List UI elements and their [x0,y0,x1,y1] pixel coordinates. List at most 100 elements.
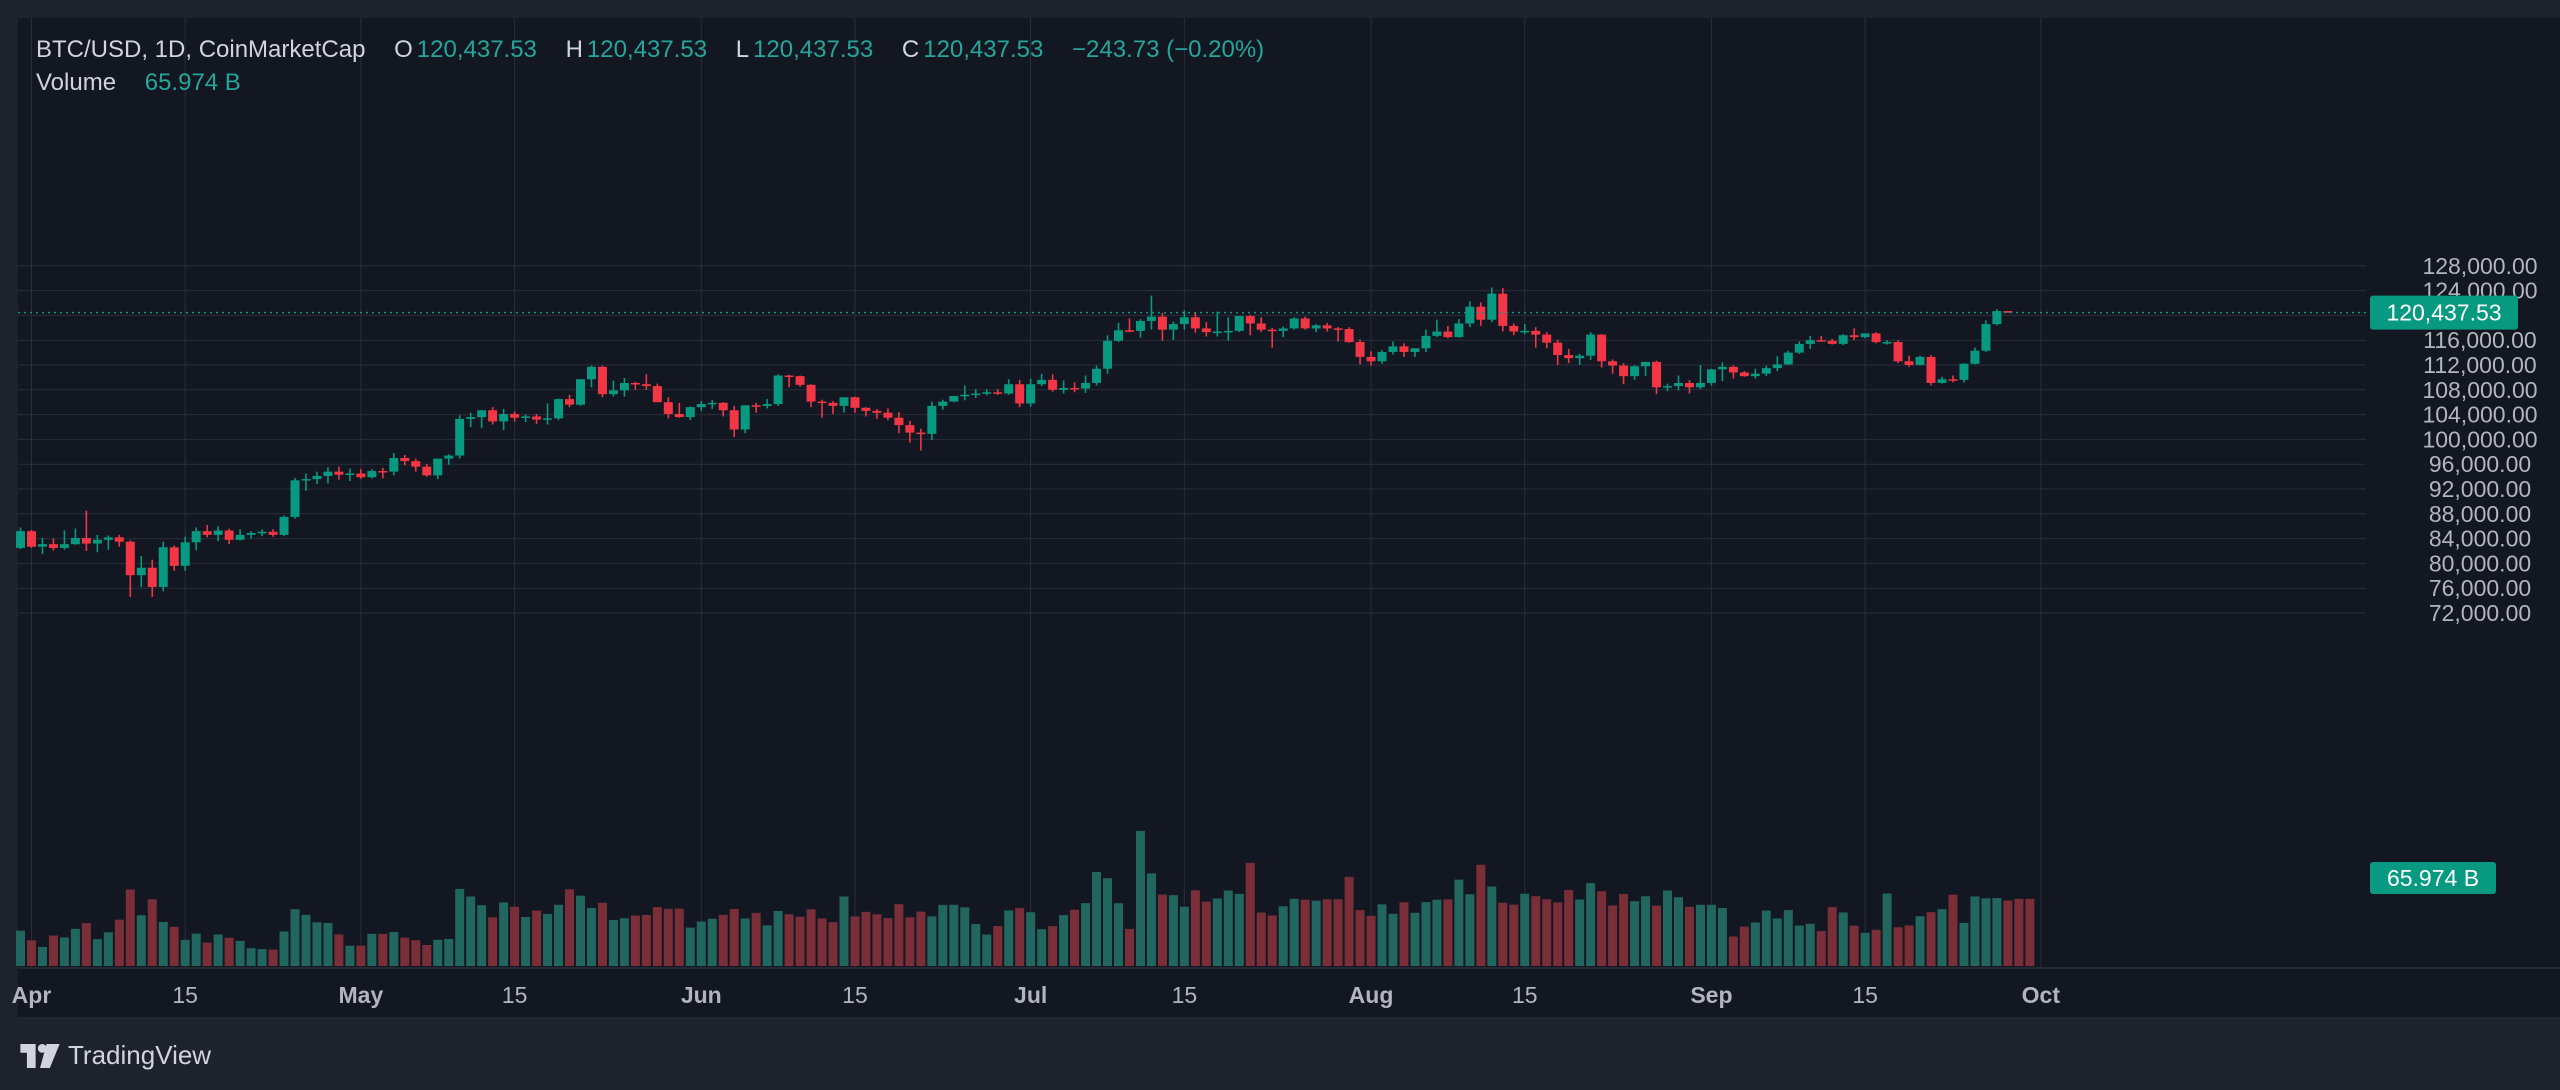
volume-bar [1959,922,1969,966]
candle-body [1037,379,1047,385]
candle [257,529,267,537]
volume-bar [1278,906,1288,966]
volume-bar [334,934,344,966]
time-tick-label: Jun [681,982,722,1008]
candle-body [114,537,124,542]
volume-bar [16,930,25,966]
brand-name: TradingView [68,1040,212,1070]
volume-bar [1684,906,1694,966]
volume-bar [246,948,256,966]
open-label: O [394,36,413,63]
volume-series [16,830,2035,966]
volume-bar [1026,912,1036,966]
candle-body [1728,366,1738,373]
candle-body [971,393,981,396]
candle-body [685,407,695,418]
volume-bar [1311,900,1321,966]
candle [1135,319,1145,338]
candle [2003,311,2013,313]
price-tick-label: 72,000.00 [2429,600,2531,626]
candle [1619,363,1629,385]
open-value: 120,437.53 [416,36,537,63]
candle [949,396,959,403]
candle [586,365,596,388]
volume-bar [1695,904,1705,966]
price-tick-label: 112,000.00 [2423,352,2536,378]
candle-body [1783,352,1793,365]
candle-body [894,417,904,426]
volume-bar [817,918,827,966]
time-tick-label: Sep [1690,982,1732,1008]
candle-body [1553,342,1563,356]
candle [389,453,399,476]
candle [905,420,915,443]
volume-bar [1245,862,1255,966]
volume-bar [1619,894,1629,966]
candle-body [1201,328,1211,333]
candle [839,397,849,413]
volume-bar [839,896,849,966]
candle [1630,365,1640,380]
candle-body [949,396,959,402]
volume-bar [1212,898,1222,966]
volume-bar [125,889,135,966]
volume-bar [136,915,146,966]
candle-body [1915,356,1925,365]
volume-bar [1267,915,1277,966]
volume-bar [630,915,640,966]
candle-body [1838,335,1848,344]
volume-bar [301,914,311,966]
price-tick-label: 92,000.00 [2429,476,2531,502]
candle [1399,343,1409,357]
volume-bar [1608,905,1618,966]
candle-body [1421,335,1431,349]
candle [1245,314,1255,336]
candle [1882,340,1892,345]
candle-body [345,473,355,475]
candle [1673,375,1683,391]
candle [455,415,465,459]
candle [1564,348,1574,364]
candle [795,375,805,387]
volume-label[interactable]: Volume [36,69,117,96]
candle [696,400,706,411]
volume-bar [1904,925,1914,966]
candle [1772,356,1782,372]
candle [1652,360,1662,395]
candle [92,534,102,553]
candle-body [1355,342,1365,357]
candle [48,538,58,551]
tradingview-logo-icon [20,1043,60,1068]
candle [367,469,377,479]
volume-bar [59,937,69,966]
volume-bar [312,922,322,966]
candle-body [1245,316,1255,324]
volume-bar [1410,912,1420,966]
candle-body [674,413,684,418]
tradingview-brand[interactable]: TradingView [20,1040,211,1071]
candle-body [1641,361,1651,367]
candle-body [1487,293,1497,320]
candle [1542,332,1552,349]
volume-bar [1915,916,1925,966]
candle-body [1750,373,1760,377]
volume-bar [1421,902,1431,966]
volume-bar [1201,901,1211,966]
candle-body [1443,331,1453,338]
candle [114,534,124,547]
candle-body [883,412,893,418]
volume-bar [1663,890,1672,966]
candle [1487,287,1497,323]
candle [422,464,432,477]
symbol-title[interactable]: BTC/USD, 1D, CoinMarketCap [36,36,366,63]
volume-bar [1124,928,1134,966]
volume-bar [927,916,937,966]
candle-body [1092,368,1102,383]
volume-bar [477,905,487,966]
candle [147,559,157,597]
candle [191,527,201,551]
volume-bar [81,923,91,966]
candle-body [224,530,234,540]
